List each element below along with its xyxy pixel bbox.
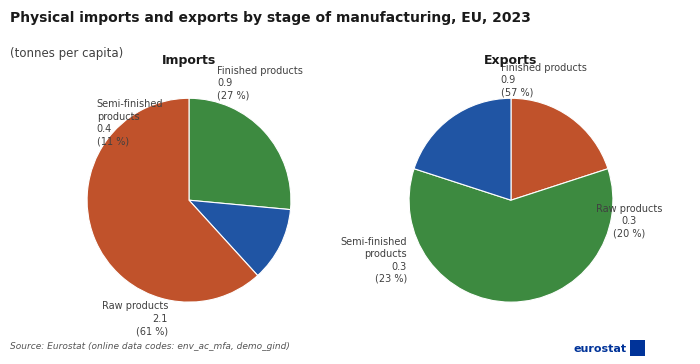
Wedge shape [409, 169, 613, 302]
Wedge shape [189, 200, 290, 276]
Text: eurostat: eurostat [573, 344, 626, 354]
Wedge shape [189, 98, 291, 210]
Wedge shape [511, 98, 608, 200]
Text: Source: Eurostat (online data codes: env_ac_mfa, demo_gind): Source: Eurostat (online data codes: env… [10, 342, 290, 351]
Title: Imports: Imports [162, 55, 216, 67]
Wedge shape [87, 98, 258, 302]
Text: Raw products
0.3
(20 %): Raw products 0.3 (20 %) [596, 204, 663, 238]
Text: Raw products
2.1
(61 %): Raw products 2.1 (61 %) [102, 301, 168, 336]
Text: Semi-finished
products
0.4
(11 %): Semi-finished products 0.4 (11 %) [97, 99, 163, 146]
Text: Finished products
0.9
(57 %): Finished products 0.9 (57 %) [500, 63, 587, 98]
Text: Finished products
0.9
(27 %): Finished products 0.9 (27 %) [217, 66, 303, 101]
Text: (tonnes per capita): (tonnes per capita) [10, 47, 123, 60]
Text: Physical imports and exports by stage of manufacturing, EU, 2023: Physical imports and exports by stage of… [10, 11, 531, 25]
Text: Semi-finished
products
0.3
(23 %): Semi-finished products 0.3 (23 %) [340, 237, 407, 284]
Title: Exports: Exports [484, 55, 538, 67]
Wedge shape [414, 98, 511, 200]
